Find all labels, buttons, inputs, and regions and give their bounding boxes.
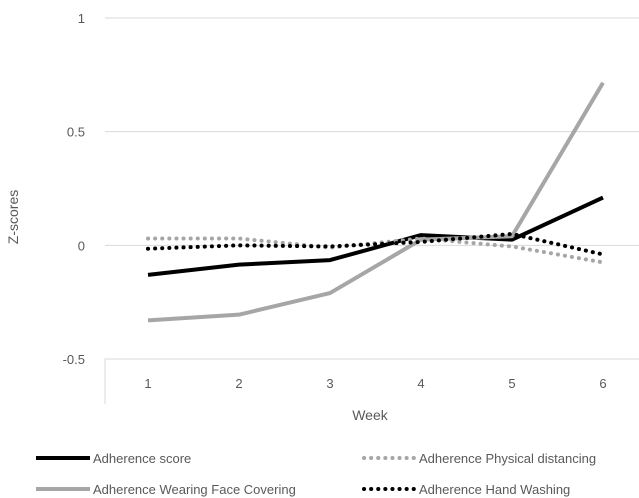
legend-label: Adherence score [93,451,191,466]
series-line-adherence-hand-washing [146,231,605,257]
x-axis-ticks: 1 2 3 4 5 6 [144,376,606,391]
x-tick-label: 2 [235,376,242,391]
legend-item: Adherence score [36,451,191,466]
legend-item: Adherence Hand Washing [362,482,570,497]
y-tick-label: 1 [78,11,85,26]
legend-label: Adherence Hand Washing [419,482,570,497]
y-tick-label: 0.5 [67,125,85,140]
legend-item: Adherence Physical distancing [362,451,596,466]
x-axis-title: Week [352,407,389,423]
legend: Adherence score Adherence Physical distan… [36,451,596,497]
x-axis [104,358,639,404]
y-axis-title: Z-scores [5,190,21,244]
legend-label: Adherence Physical distancing [419,451,596,466]
gridlines [105,17,639,360]
x-tick-label: 3 [326,376,333,391]
legend-item: Adherence Wearing Face Covering [36,482,296,497]
series-line-adherence-wearing-face-covering [147,81,605,323]
series-line-adherence-score [147,195,604,277]
y-axis-ticks: -0.5 0 0.5 1 [63,11,85,367]
x-tick-label: 4 [417,376,424,391]
x-tick-label: 6 [599,376,606,391]
series-line-adherence-physical-distancing [146,236,605,265]
x-tick-label: 1 [144,376,151,391]
y-tick-label: 0 [78,238,85,253]
x-tick-label: 5 [508,376,515,391]
y-tick-label: -0.5 [63,352,85,367]
legend-label: Adherence Wearing Face Covering [93,482,296,497]
series-lines [146,81,605,323]
